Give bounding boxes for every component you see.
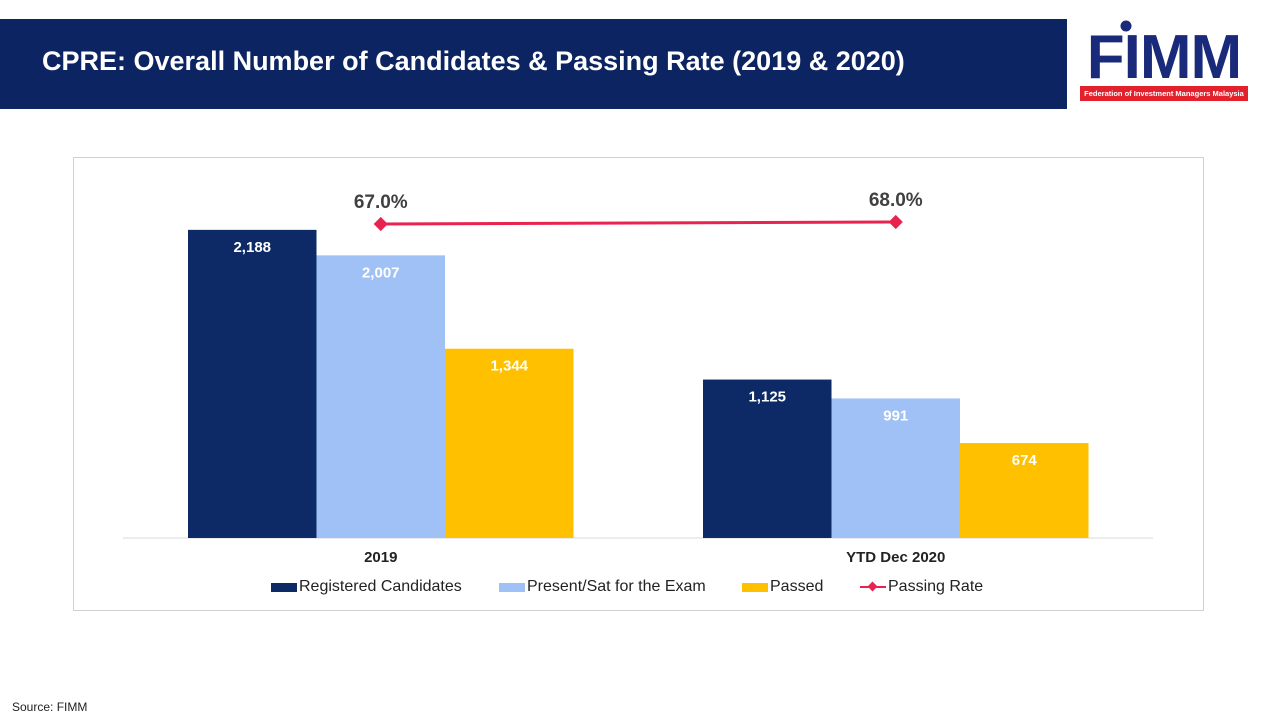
bar-label-0-0: 2,188 bbox=[233, 239, 271, 256]
bar-0-1 bbox=[703, 379, 832, 538]
passing-rate-line bbox=[380, 220, 896, 226]
bar-label-0-1: 1,125 bbox=[748, 389, 786, 406]
title-bar bbox=[0, 19, 1067, 109]
passing-rate-point-0 bbox=[373, 216, 388, 232]
legend-swatch-passing-rate bbox=[860, 582, 886, 592]
bar-label-2-0: 1,344 bbox=[490, 358, 528, 375]
legend-item-passing-rate: Passing Rate bbox=[860, 578, 983, 596]
bar-0-0 bbox=[188, 229, 317, 538]
legend: Registered Candidates Present/Sat for th… bbox=[0, 578, 1280, 598]
legend-label-registered: Registered Candidates bbox=[299, 578, 462, 595]
passing-rate-label-1: 68.0% bbox=[869, 190, 923, 211]
fimm-logo-word: FIMM bbox=[1087, 20, 1242, 82]
legend-item-registered: Registered Candidates bbox=[271, 578, 462, 596]
chart-frame bbox=[73, 157, 1204, 611]
passing-rate-label-0: 67.0% bbox=[354, 192, 408, 213]
category-label-0: 2019 bbox=[364, 549, 397, 566]
legend-swatch-passed bbox=[742, 582, 768, 592]
legend-item-present: Present/Sat for the Exam bbox=[499, 578, 706, 596]
bar-2-1 bbox=[960, 443, 1089, 538]
logo-tagline: Federation of Investment Managers Malays… bbox=[1080, 86, 1248, 101]
legend-label-passed: Passed bbox=[770, 578, 824, 595]
bar-2-0 bbox=[445, 348, 574, 538]
legend-item-passed: Passed bbox=[742, 578, 823, 596]
source-note: Source: FIMM bbox=[12, 700, 88, 714]
legend-label-passing-rate: Passing Rate bbox=[888, 578, 984, 595]
page-title: CPRE: Overall Number of Candidates & Pas… bbox=[42, 46, 905, 76]
legend-label-present: Present/Sat for the Exam bbox=[527, 578, 706, 595]
category-label-1: YTD Dec 2020 bbox=[846, 549, 945, 566]
bar-label-2-1: 674 bbox=[1012, 452, 1038, 469]
chart-svg: 2,188 2,007 1,344 2019 1,125 991 674 YTD Dec 20… bbox=[123, 190, 1153, 566]
bar-label-1-0: 2,007 bbox=[362, 264, 400, 281]
bar-1-0 bbox=[316, 255, 445, 538]
passing-rate-point-1 bbox=[888, 214, 903, 230]
bar-1-1 bbox=[831, 398, 960, 538]
legend-swatch-registered bbox=[271, 582, 297, 592]
fimm-logo: FIMM Federation of Investment Managers M… bbox=[1078, 18, 1248, 102]
bar-label-1-1: 991 bbox=[883, 407, 908, 424]
svg-text:FIMM: FIMM bbox=[1087, 23, 1241, 82]
legend-swatch-present bbox=[499, 582, 525, 592]
